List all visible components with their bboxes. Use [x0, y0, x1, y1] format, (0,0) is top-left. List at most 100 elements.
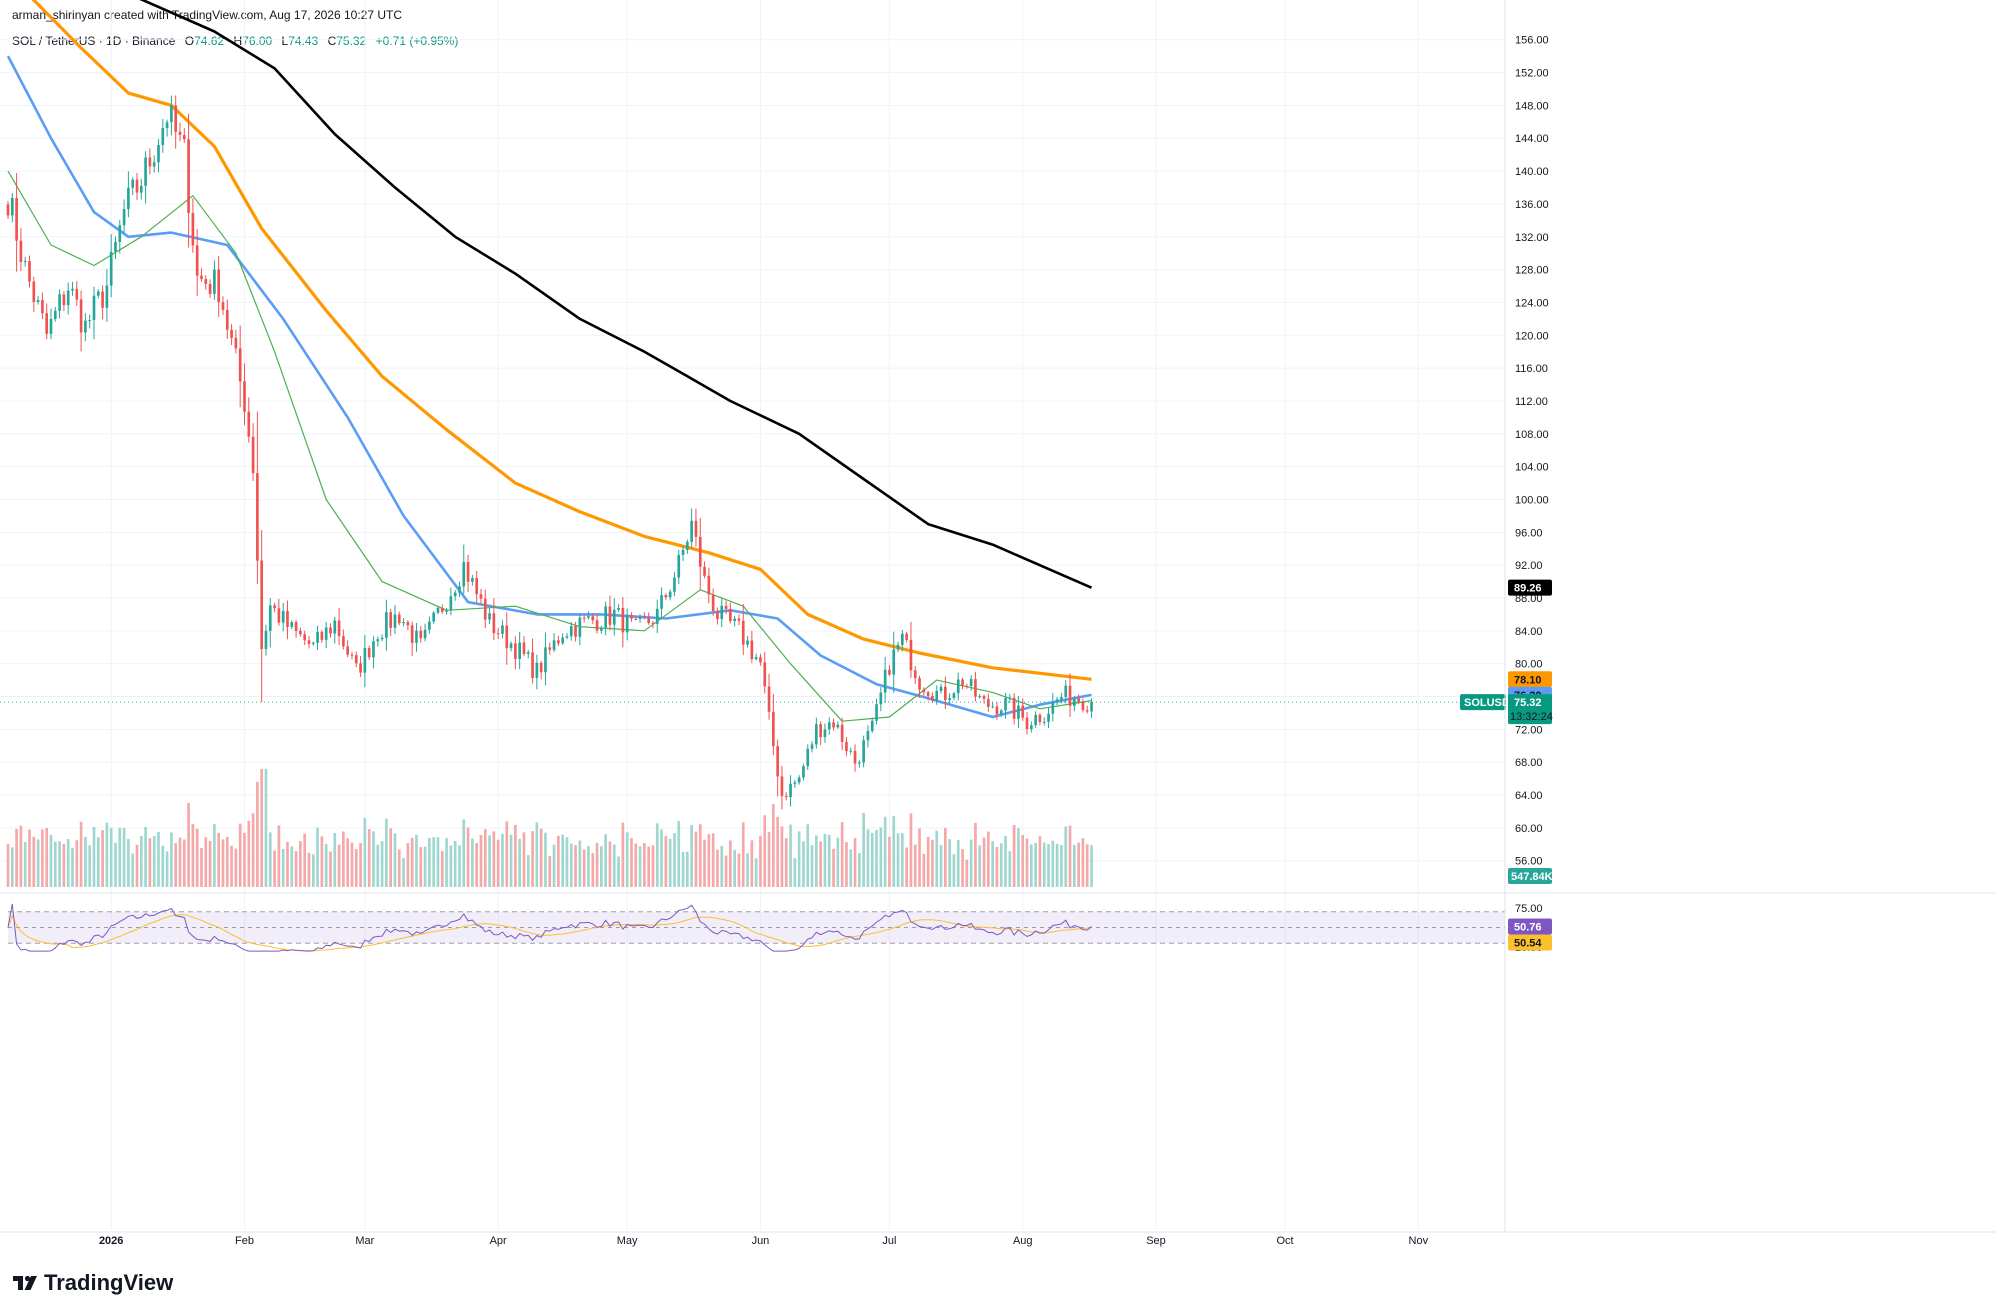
- candle: [827, 717, 831, 735]
- candle-body: [1017, 705, 1020, 719]
- candle-body: [621, 608, 625, 633]
- volume-bar: [247, 820, 251, 887]
- y-axis-tick-label: 108.00: [1515, 429, 1549, 441]
- volume-bar: [62, 843, 66, 887]
- candle-body: [354, 655, 358, 664]
- candle: [247, 397, 251, 443]
- candle: [539, 660, 543, 680]
- volume-bar: [376, 844, 380, 887]
- volume-bar: [311, 854, 315, 887]
- candle: [677, 549, 681, 585]
- volume-bar: [1029, 844, 1033, 887]
- volume-bar: [759, 835, 762, 887]
- candle-body: [686, 541, 689, 550]
- candle: [858, 760, 861, 768]
- candle-body: [767, 686, 771, 712]
- volume-bar: [337, 844, 341, 887]
- candle-body: [462, 562, 466, 587]
- candle: [268, 598, 272, 648]
- volume-bar: [92, 826, 96, 887]
- candle: [320, 629, 324, 643]
- candle: [277, 598, 281, 626]
- candle-body: [797, 777, 801, 783]
- candle: [1085, 705, 1089, 714]
- candle-body: [337, 620, 341, 637]
- candle-body: [806, 748, 810, 767]
- x-axis-tick-label: Oct: [1276, 1235, 1293, 1247]
- candle-body: [1034, 714, 1037, 726]
- candle: [888, 665, 891, 677]
- candle-body: [905, 633, 908, 640]
- candle: [875, 698, 878, 725]
- candle: [15, 173, 18, 272]
- candle-body: [995, 706, 999, 715]
- volume-bar: [892, 816, 896, 887]
- candle-body: [333, 620, 337, 634]
- candle-body: [965, 685, 969, 687]
- volume-bar: [608, 841, 612, 887]
- candle: [552, 633, 556, 653]
- candle-body: [591, 616, 595, 621]
- volume-bar: [453, 841, 457, 887]
- volume-bar: [849, 849, 853, 887]
- candle-body: [419, 630, 423, 639]
- candle-body: [230, 329, 233, 338]
- candle-body: [200, 275, 203, 280]
- tradingview-footer[interactable]: TradingView: [12, 1270, 173, 1296]
- volume-bar: [346, 838, 350, 887]
- candle: [793, 779, 797, 788]
- y-axis-tick-label: 152.00: [1515, 68, 1549, 80]
- candle: [944, 676, 947, 710]
- volume-bar: [6, 844, 10, 887]
- volume-bar: [802, 841, 805, 887]
- candle-body: [999, 710, 1003, 715]
- volume-bar: [612, 844, 616, 887]
- candle-body: [492, 613, 496, 634]
- candle-body: [991, 706, 994, 708]
- volume-bar: [299, 841, 302, 887]
- volume-bar: [204, 837, 208, 887]
- y-axis-tick-label: 84.00: [1515, 626, 1543, 638]
- candle-body: [815, 724, 818, 745]
- volume-bar: [372, 831, 375, 887]
- volume-bar: [234, 848, 238, 887]
- candle-body: [617, 608, 620, 610]
- volume-bar: [281, 848, 285, 887]
- volume-bar: [28, 829, 31, 887]
- volume-bar: [780, 826, 784, 887]
- volume-bar: [131, 853, 135, 887]
- y-axis-tick-label: 144.00: [1515, 133, 1549, 145]
- volume-bar: [238, 823, 242, 887]
- candle-body: [1021, 705, 1025, 718]
- rsi-ma-label: 50.54: [1508, 934, 1552, 951]
- candle-body: [393, 614, 397, 628]
- volume-bar: [389, 828, 393, 887]
- candle-body: [359, 663, 362, 673]
- candle: [359, 655, 362, 677]
- candle: [608, 595, 612, 631]
- candle: [200, 268, 203, 282]
- candle: [660, 587, 663, 620]
- volume-bar: [694, 831, 698, 887]
- candle: [311, 641, 315, 646]
- candle-body: [204, 279, 208, 284]
- candle-body: [802, 766, 805, 778]
- volume-bar: [853, 838, 857, 887]
- candle: [531, 638, 534, 684]
- volume-bar: [1051, 840, 1055, 887]
- volume-bar: [505, 821, 509, 887]
- candle-body: [858, 762, 861, 764]
- volume-bar: [789, 824, 792, 887]
- candle-body: [531, 652, 534, 678]
- symbol-legend[interactable]: SOL / TetherUS · 1D · Binance O74.62 H76…: [12, 34, 458, 48]
- candle-body: [101, 291, 104, 308]
- candle-body: [1085, 710, 1089, 712]
- candle-body: [926, 692, 930, 696]
- candle-body: [32, 281, 36, 302]
- volume-bar: [991, 841, 994, 887]
- volume-bar: [518, 838, 521, 887]
- candle: [428, 616, 431, 634]
- volume-bar: [221, 839, 225, 887]
- candle-body: [1090, 702, 1093, 712]
